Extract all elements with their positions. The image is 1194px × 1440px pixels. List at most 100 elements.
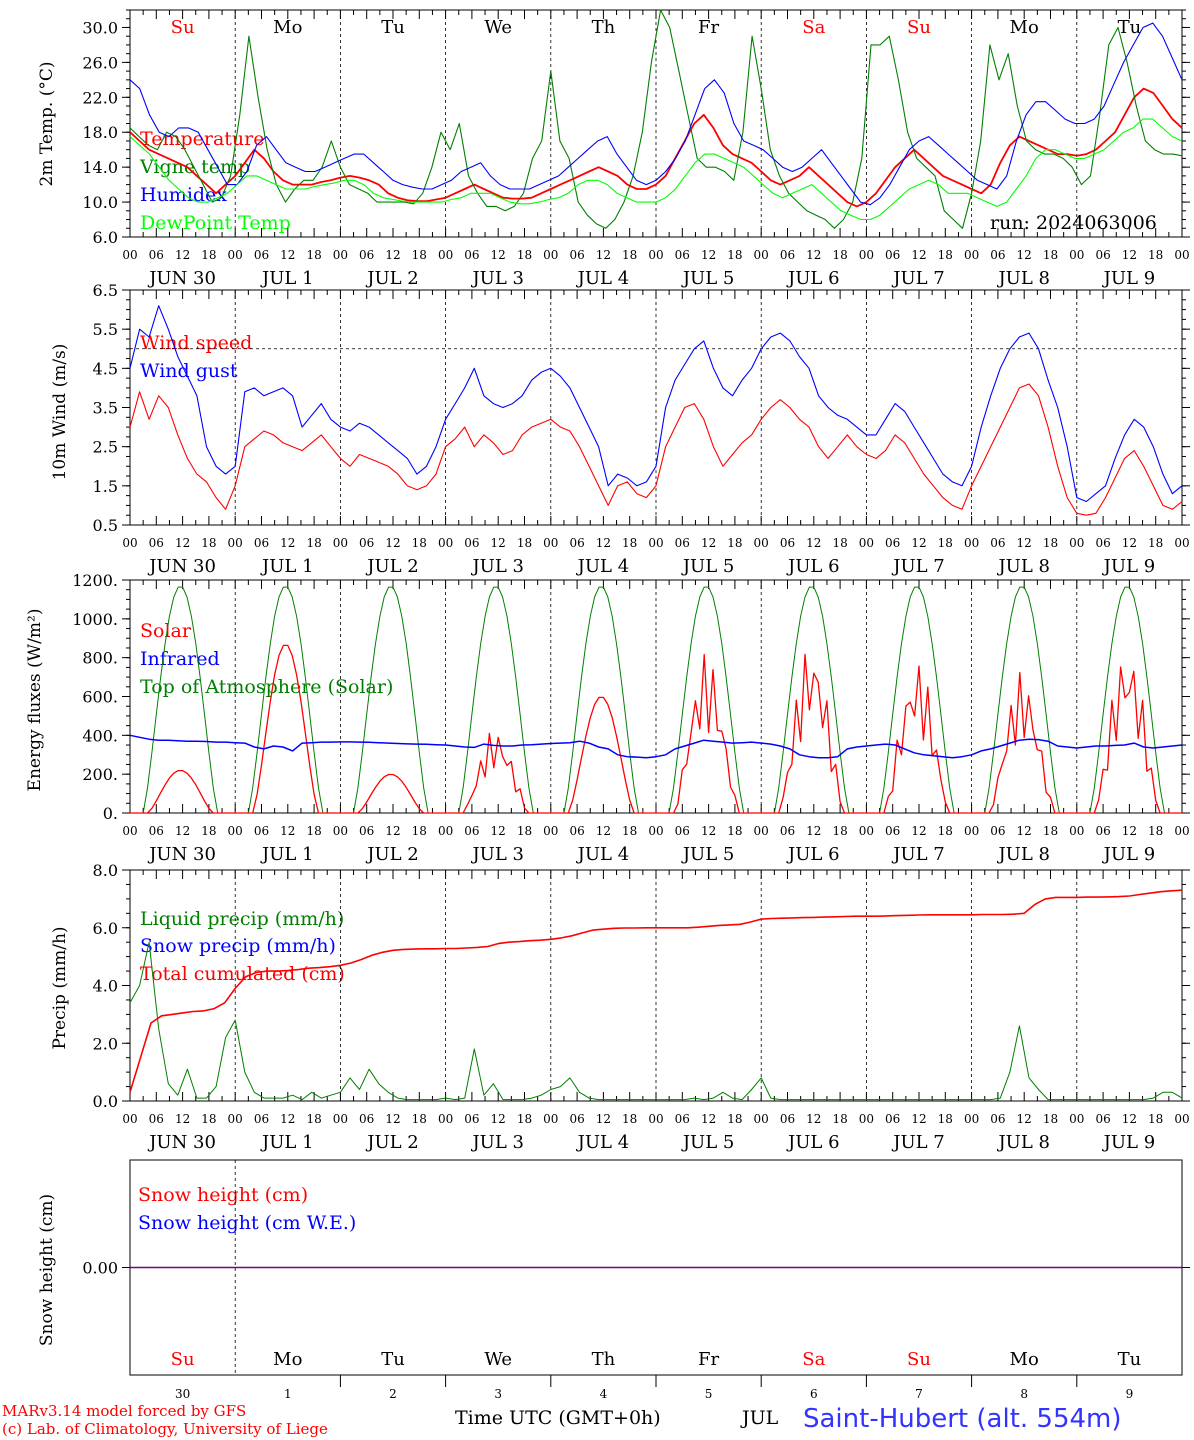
panel-temperature: 2m Temp. (°C) Temperature Vigne temp Hum…	[37, 61, 1157, 234]
day-number-label: 5	[705, 1387, 713, 1401]
x-hour-label: 00	[754, 824, 769, 838]
x-hour-label: 12	[911, 1112, 926, 1126]
weekday-label-top: Th	[592, 17, 616, 38]
x-hour-label: 00	[438, 1112, 453, 1126]
x-hour-label: 06	[1095, 824, 1110, 838]
x-hour-label: 12	[911, 248, 926, 262]
x-hour-label: 12	[806, 536, 821, 550]
y-tick-label: 6.0	[93, 919, 118, 938]
x-hour-label: 12	[385, 824, 400, 838]
x-hour-label: 00	[1174, 536, 1189, 550]
x-hour-label: 00	[333, 248, 348, 262]
x-hour-label: 18	[201, 1112, 216, 1126]
x-date-label: JUL 1	[260, 556, 314, 577]
x-hour-label: 00	[754, 1112, 769, 1126]
x-hour-label: 12	[1017, 536, 1032, 550]
x-hour-label: 18	[1043, 824, 1058, 838]
weekday-label-bottom: Mo	[273, 1349, 302, 1370]
x-hour-label: 06	[464, 248, 479, 262]
x-hour-label: 06	[990, 824, 1005, 838]
liquid-precip-series-line	[129, 941, 1183, 1101]
x-hour-label: 00	[1069, 248, 1084, 262]
x-date-label: JUL 8	[996, 844, 1050, 865]
day-number-label: 7	[915, 1387, 923, 1401]
x-date-label: JUL 3	[470, 1132, 524, 1153]
y-tick-label: 200.	[82, 765, 118, 784]
x-hour-label: 06	[254, 1112, 269, 1126]
x-hour-label: 06	[254, 536, 269, 550]
x-hour-label: 06	[569, 248, 584, 262]
x-hour-label: 00	[964, 824, 979, 838]
weekday-label-top: Fr	[698, 17, 719, 38]
x-date-label: JUN 30	[147, 556, 216, 577]
x-hour-label: 18	[622, 536, 637, 550]
x-hour-label: 18	[727, 1112, 742, 1126]
x-hour-label: 12	[491, 536, 506, 550]
infrared-series-line	[129, 734, 1183, 759]
x-hour-label: 12	[175, 536, 190, 550]
x-date-label: JUN 30	[147, 844, 216, 865]
legend-toa: Top of Atmosphere (Solar)	[140, 676, 393, 698]
x-date-label: JUN 30	[147, 1132, 216, 1153]
day-number-label: 1	[284, 1387, 292, 1401]
x-hour-label: 18	[1043, 1112, 1058, 1126]
x-hour-label: 12	[280, 536, 295, 550]
y-tick-label: 4.0	[93, 977, 118, 996]
weekday-label-top: We	[484, 17, 512, 38]
x-date-label: JUL 7	[891, 556, 945, 577]
x-hour-label: 12	[911, 536, 926, 550]
x-hour-label: 12	[491, 1112, 506, 1126]
x-hour-label: 18	[938, 1112, 953, 1126]
y-tick-label: 600.	[82, 688, 118, 707]
x-hour-label: 18	[622, 248, 637, 262]
x-hour-label: 00	[438, 824, 453, 838]
weekday-label-top: Su	[907, 17, 931, 38]
x-date-label: JUL 6	[786, 268, 840, 289]
x-hour-label: 18	[622, 1112, 637, 1126]
x-hour-label: 06	[149, 1112, 164, 1126]
x-hour-label: 06	[780, 536, 795, 550]
x-hour-label: 18	[306, 248, 321, 262]
x-hour-label: 00	[1069, 536, 1084, 550]
x-hour-label: 18	[832, 536, 847, 550]
legend-infrared: Infrared	[140, 648, 220, 670]
y-tick-label: 5.5	[93, 320, 118, 339]
x-hour-label: 00	[1069, 1112, 1084, 1126]
x-hour-label: 12	[806, 1112, 821, 1126]
x-hour-label: 00	[333, 824, 348, 838]
x-hour-label: 18	[412, 1112, 427, 1126]
humidex-series-line	[129, 22, 1183, 206]
y-tick-label: 2.0	[93, 1034, 118, 1053]
y-tick-label: 22.0	[82, 88, 118, 107]
total-cumulated-series-line	[129, 889, 1183, 1093]
x-hour-label: 18	[1148, 248, 1163, 262]
x-date-label: JUL 5	[681, 268, 735, 289]
ylabel-wind: 10m Wind (m/s)	[50, 344, 70, 481]
x-hour-label: 06	[359, 824, 374, 838]
x-hour-label: 18	[412, 248, 427, 262]
x-hour-label: 18	[727, 824, 742, 838]
x-date-label: JUL 5	[681, 1132, 735, 1153]
legend-snow-we: Snow height (cm W.E.)	[138, 1212, 356, 1234]
x-hour-label: 18	[517, 248, 532, 262]
x-hour-label: 06	[1095, 536, 1110, 550]
y-tick-label: 0.5	[93, 516, 118, 535]
x-hour-label: 12	[1122, 1112, 1137, 1126]
x-hour-label: 00	[754, 536, 769, 550]
legend-wind-gust: Wind gust	[140, 360, 238, 382]
x-hour-label: 18	[1148, 1112, 1163, 1126]
run-label: run: 2024063006	[990, 212, 1157, 234]
x-date-label: JUN 30	[147, 268, 216, 289]
x-hour-label: 06	[569, 824, 584, 838]
x-hour-label: 12	[701, 1112, 716, 1126]
day-number-label: 8	[1020, 1387, 1028, 1401]
x-hour-label: 06	[149, 248, 164, 262]
x-hour-label: 12	[911, 824, 926, 838]
x-hour-label: 00	[122, 536, 137, 550]
y-tick-label: 8.0	[93, 861, 118, 880]
x-hour-label: 12	[701, 824, 716, 838]
x-date-label: JUL 3	[470, 268, 524, 289]
x-hour-label: 12	[491, 824, 506, 838]
temperature-series-line	[129, 87, 1183, 208]
